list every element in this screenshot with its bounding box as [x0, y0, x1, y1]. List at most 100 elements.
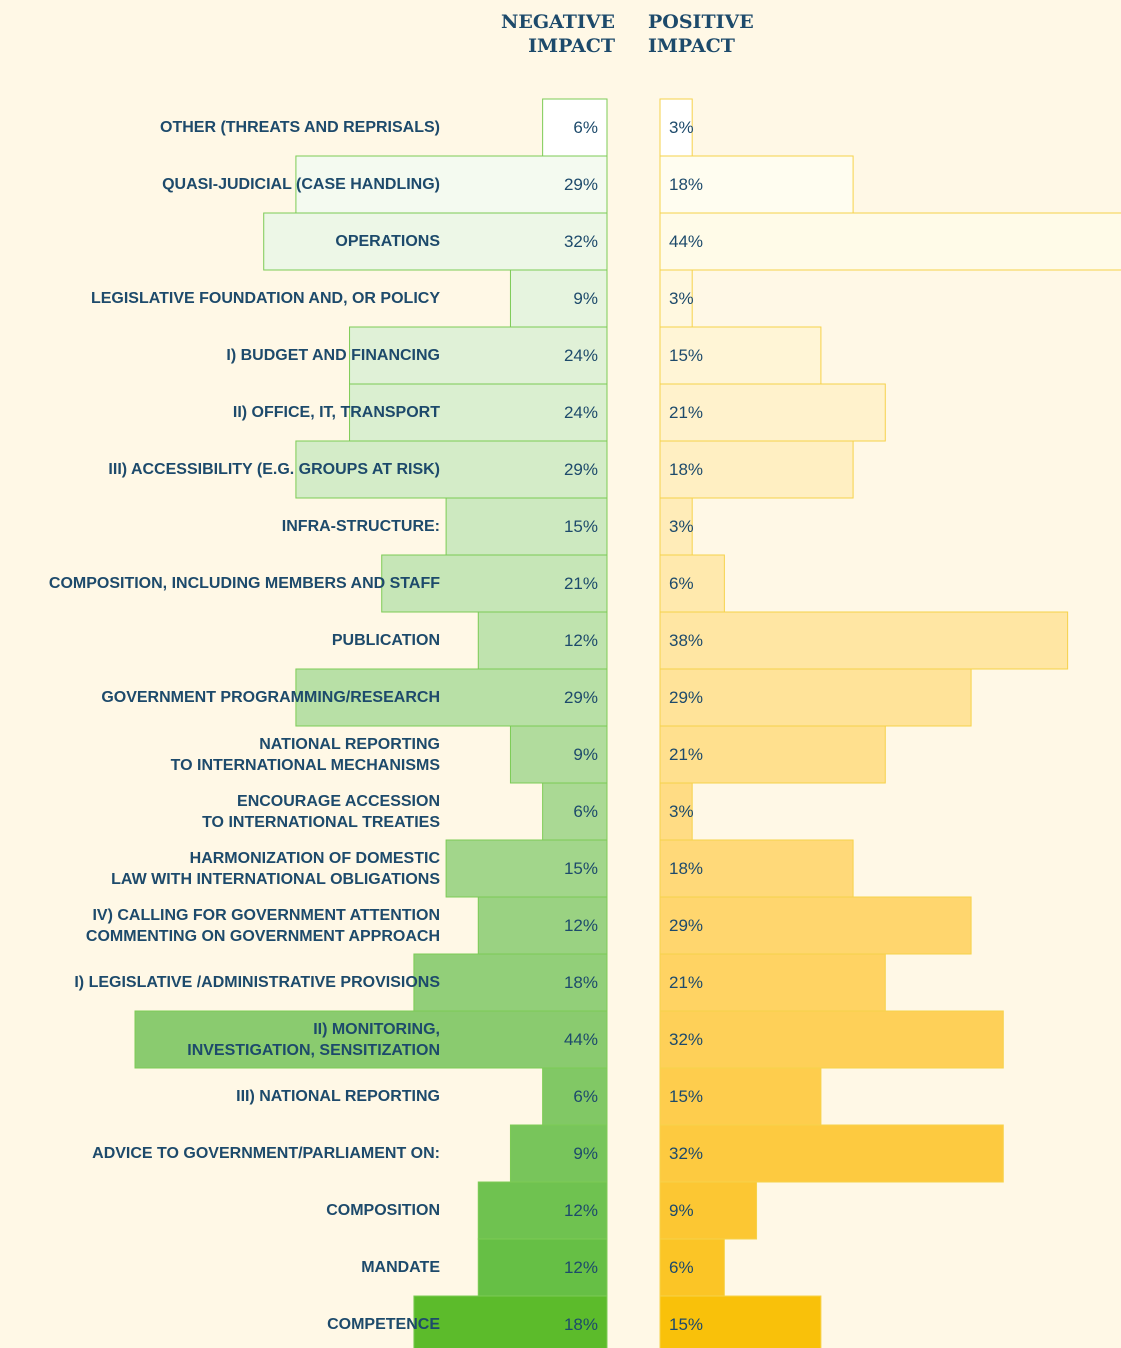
value-label: 15% [669, 1315, 704, 1334]
value-label: 6% [573, 1087, 598, 1106]
value-label: 32% [563, 232, 598, 251]
bar [659, 1295, 822, 1348]
value-label: 6% [669, 574, 694, 593]
bar [659, 1067, 822, 1126]
value-label: 12% [563, 1201, 598, 1220]
value-label: 6% [573, 802, 598, 821]
bar [659, 383, 886, 442]
value-label: 32% [669, 1144, 704, 1163]
bar [349, 326, 608, 385]
bar [509, 725, 608, 784]
legend-entry: NEGATIVE IMPACT [500, 11, 615, 57]
category-label: III) NATIONAL REPORTING [236, 1088, 440, 1105]
value-label: 12% [563, 1258, 598, 1277]
category-label: OTHER (THREATS AND REPRISALS) [160, 119, 440, 136]
category-label: NATIONAL REPORTING TO INTERNATIONAL MECH… [170, 735, 440, 774]
value-label: 38% [669, 631, 704, 650]
category-label: COMPOSITION [326, 1202, 440, 1219]
bar [477, 611, 608, 670]
bar [509, 1124, 608, 1183]
category-label: III) ACCESSIBILITY (E.G. GROUPS AT RISK) [108, 461, 440, 478]
value-label: 15% [669, 1087, 704, 1106]
bar [659, 782, 693, 841]
category-label: II) OFFICE, IT, TRANSPORT [232, 404, 440, 421]
bar [659, 326, 822, 385]
value-label: 12% [563, 631, 598, 650]
value-label: 29% [669, 688, 704, 707]
category-label: ADVICE TO GOVERNMENT/PARLIAMENT ON: [92, 1145, 440, 1162]
value-label: 9% [573, 1144, 598, 1163]
bar [445, 497, 608, 556]
category-label: OPERATIONS [335, 233, 440, 250]
category-label: IV) CALLING FOR GOVERNMENT ATTENTION COM… [85, 906, 440, 945]
bar [542, 1067, 608, 1126]
category-label: I) LEGISLATIVE /ADMINISTRATIVE PROVISION… [74, 974, 440, 991]
category-label: QUASI-JUDICIAL (CASE HANDLING) [162, 176, 440, 193]
bar [477, 896, 608, 955]
category-label: HARMONIZATION OF DOMESTIC LAW WITH INTER… [111, 849, 440, 888]
bar [509, 269, 608, 328]
category-label: LEGISLATIVE FOUNDATION AND, OR POLICY [90, 290, 440, 307]
value-label: 18% [563, 1315, 598, 1334]
bar [295, 155, 608, 214]
bar [477, 1181, 608, 1240]
legend-entry: POSITIVE IMPACT [648, 11, 754, 57]
value-label: 6% [573, 118, 598, 137]
bar [445, 839, 608, 898]
bar [477, 1238, 608, 1297]
value-label: 3% [669, 517, 694, 536]
bar [349, 383, 608, 442]
bar [659, 839, 854, 898]
bar [134, 1010, 608, 1069]
bar [659, 1124, 1004, 1183]
bar [413, 953, 608, 1012]
value-label: 9% [573, 289, 598, 308]
value-label: 12% [563, 916, 598, 935]
bar [295, 668, 608, 727]
value-label: 21% [669, 403, 704, 422]
value-label: 15% [563, 859, 598, 878]
category-label: COMPOSITION, INCLUDING MEMBERS AND STAFF [48, 575, 440, 592]
category-label: INFRA-STRUCTURE: [281, 518, 440, 535]
value-label: 15% [563, 517, 598, 536]
bar [659, 440, 854, 499]
value-label: 32% [669, 1030, 704, 1049]
value-label: 29% [563, 688, 598, 707]
bar [659, 155, 854, 214]
value-label: 6% [669, 1258, 694, 1277]
value-label: 21% [669, 973, 704, 992]
bar [542, 98, 608, 157]
bar [659, 98, 693, 157]
value-label: 18% [669, 175, 704, 194]
value-label: 3% [669, 118, 694, 137]
bar [659, 725, 886, 784]
category-label: COMPETENCE [327, 1316, 440, 1333]
value-label: 24% [563, 346, 598, 365]
category-label: MANDATE [361, 1259, 440, 1276]
category-label: II) MONITORING, INVESTIGATION, SENSITIZA… [187, 1020, 440, 1059]
value-label: 24% [563, 403, 598, 422]
value-label: 21% [669, 745, 704, 764]
value-label: 18% [563, 973, 598, 992]
category-label: PUBLICATION [331, 632, 440, 649]
bar [659, 896, 972, 955]
value-label: 44% [563, 1030, 598, 1049]
value-label: 29% [563, 175, 598, 194]
bar [659, 668, 972, 727]
bar [413, 1295, 608, 1348]
value-label: 15% [669, 346, 704, 365]
bar [263, 212, 608, 271]
value-label: 9% [669, 1201, 694, 1220]
category-label: ENCOURAGE ACCESSION TO INTERNATIONAL TRE… [202, 792, 440, 831]
value-label: 29% [563, 460, 598, 479]
value-label: 3% [669, 802, 694, 821]
bar [659, 953, 886, 1012]
bar [659, 611, 1069, 670]
bar [659, 212, 1121, 271]
category-label: GOVERNMENT PROGRAMMING/RESEARCH [101, 689, 440, 706]
value-label: 3% [669, 289, 694, 308]
bar [659, 554, 725, 613]
value-label: 29% [669, 916, 704, 935]
